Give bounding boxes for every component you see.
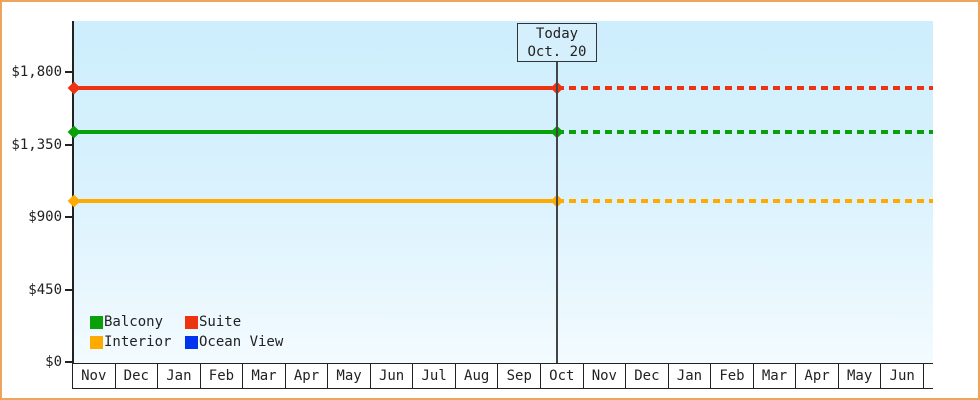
y-tick-mark bbox=[65, 288, 73, 291]
legend-label: Balcony bbox=[104, 314, 164, 330]
legend-swatch-icon bbox=[185, 335, 198, 349]
x-axis-month-label: May bbox=[327, 364, 370, 388]
x-axis-month-label: Dec bbox=[114, 364, 158, 388]
x-axis-month-label: Jun bbox=[369, 364, 413, 388]
price-line-solid-interior bbox=[74, 198, 557, 203]
today-vertical-line bbox=[556, 62, 558, 363]
x-axis-month-label: Apr bbox=[284, 364, 328, 388]
legend-item-balcony: Balcony bbox=[90, 312, 185, 332]
x-axis-month-label: Apr bbox=[795, 364, 838, 388]
x-axis-month-label: Feb bbox=[199, 364, 243, 388]
legend-label: Suite bbox=[199, 314, 242, 330]
plot-area bbox=[74, 21, 933, 363]
y-tick-label: $900 bbox=[28, 209, 62, 225]
price-line-solid-balcony bbox=[74, 130, 557, 135]
legend-label: Interior bbox=[104, 334, 172, 350]
x-axis-month-label: Feb bbox=[710, 364, 753, 388]
x-axis-month-label: Jan bbox=[157, 364, 200, 388]
x-axis-month-label: Jun bbox=[880, 364, 923, 388]
x-axis-month-label: Dec bbox=[625, 364, 668, 388]
y-tick-label: $1,800 bbox=[11, 64, 62, 80]
x-axis-month-label: May bbox=[837, 364, 881, 388]
legend-swatch-icon bbox=[90, 315, 103, 329]
y-axis-line bbox=[72, 21, 74, 363]
x-axis-month-label: Sep bbox=[497, 364, 540, 388]
legend: Balcony Suite Interior Ocean View bbox=[90, 312, 283, 352]
x-axis-month-label: Aug bbox=[454, 364, 498, 388]
legend-item-interior: Interior bbox=[90, 332, 185, 352]
legend-label: Ocean View bbox=[199, 334, 284, 350]
y-tick-label: $450 bbox=[28, 281, 62, 298]
legend-swatch-icon bbox=[185, 315, 198, 329]
today-label: Today bbox=[535, 25, 579, 42]
x-axis-month-label: Mar bbox=[752, 364, 796, 388]
price-line-dotted-interior bbox=[557, 198, 933, 203]
x-axis-month-label: Jul bbox=[412, 364, 455, 388]
x-axis-month-label: Nov bbox=[72, 364, 115, 388]
price-line-dotted-suite bbox=[557, 86, 933, 91]
x-axis-month-label: Mar bbox=[242, 364, 285, 388]
y-tick-mark bbox=[65, 361, 73, 363]
x-axis-empty-cell bbox=[922, 364, 933, 388]
today-date: Oct. 20 bbox=[527, 43, 587, 60]
legend-item-suite: Suite bbox=[185, 312, 283, 332]
price-line-dotted-balcony bbox=[557, 130, 933, 135]
x-axis-month-label: Nov bbox=[582, 364, 626, 388]
x-axis-month-label: Jan bbox=[667, 364, 711, 388]
x-axis-month-row: Nov Dec Jan Feb Mar Apr May Jun Jul Aug Sep Oct Nov D… bbox=[72, 363, 933, 389]
y-tick-label: $0 bbox=[45, 354, 62, 370]
price-line-solid-suite bbox=[74, 86, 557, 91]
legend-item-ocean-view: Ocean View bbox=[185, 332, 283, 352]
legend-swatch-icon bbox=[90, 335, 103, 349]
x-axis-month-label: Oct bbox=[540, 364, 583, 388]
y-tick-mark bbox=[65, 71, 73, 73]
y-tick-mark bbox=[65, 216, 73, 218]
today-annotation-box: Today Oct. 20 bbox=[517, 23, 597, 62]
y-tick-mark bbox=[65, 143, 73, 146]
y-tick-label: $1,350 bbox=[11, 136, 62, 153]
